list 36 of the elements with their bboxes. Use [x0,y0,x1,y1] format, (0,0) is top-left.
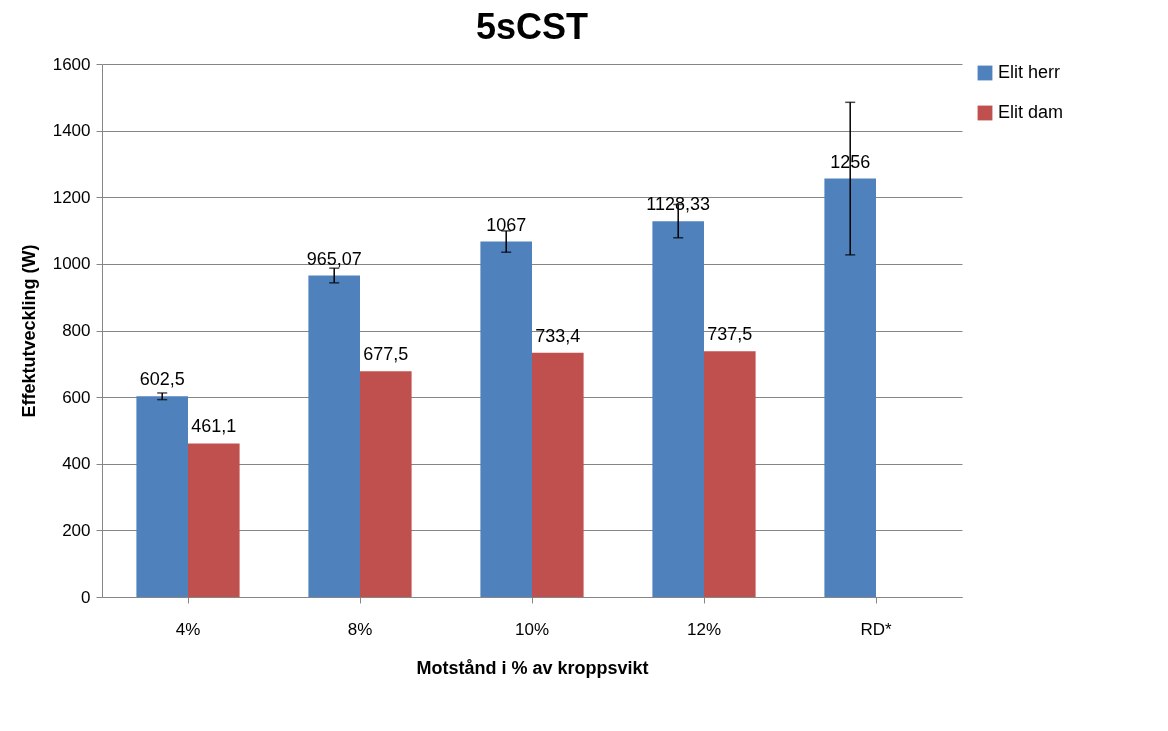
y-tick-label: 1400 [52,121,91,141]
bar [652,221,704,597]
y-tick-label: 600 [62,387,91,407]
data-label: 733,4 [535,325,581,346]
data-label: 602,5 [139,369,185,390]
data-label: 737,5 [707,324,753,345]
bar [480,241,532,597]
x-tick-label: 12% [686,619,722,639]
y-tick-label: 400 [62,454,91,474]
y-tick-label: 200 [62,520,91,540]
bar [824,178,876,597]
legend-label: Elit dam [998,102,1064,122]
bar [308,275,360,597]
y-axis-title: Effektutveckling (W) [18,244,39,418]
y-tick-label: 0 [81,587,91,607]
y-tick-label: 800 [62,321,91,340]
bar [188,443,240,597]
data-label: 965,07 [306,248,362,269]
chart-title: 5sCST [475,6,589,47]
bar [136,396,188,597]
legend-label: Elit herr [998,62,1061,82]
data-label: 677,5 [363,344,409,365]
x-tick-label: RD* [860,619,892,639]
y-tick-label: 1600 [52,54,91,74]
data-label: 1128,33 [646,194,711,215]
x-tick-label: 10% [514,619,550,639]
data-label: 461,1 [191,416,237,437]
bar [532,352,584,597]
bar [704,351,756,597]
bar [360,371,412,597]
x-tick-label: 8% [347,619,373,639]
x-tick-label: 4% [175,619,201,639]
y-tick-label: 1000 [52,254,91,274]
x-axis-title: Motstånd i % av kroppsvikt [416,657,649,678]
data-label: 1067 [486,214,527,235]
y-tick-label: 1200 [52,187,91,207]
